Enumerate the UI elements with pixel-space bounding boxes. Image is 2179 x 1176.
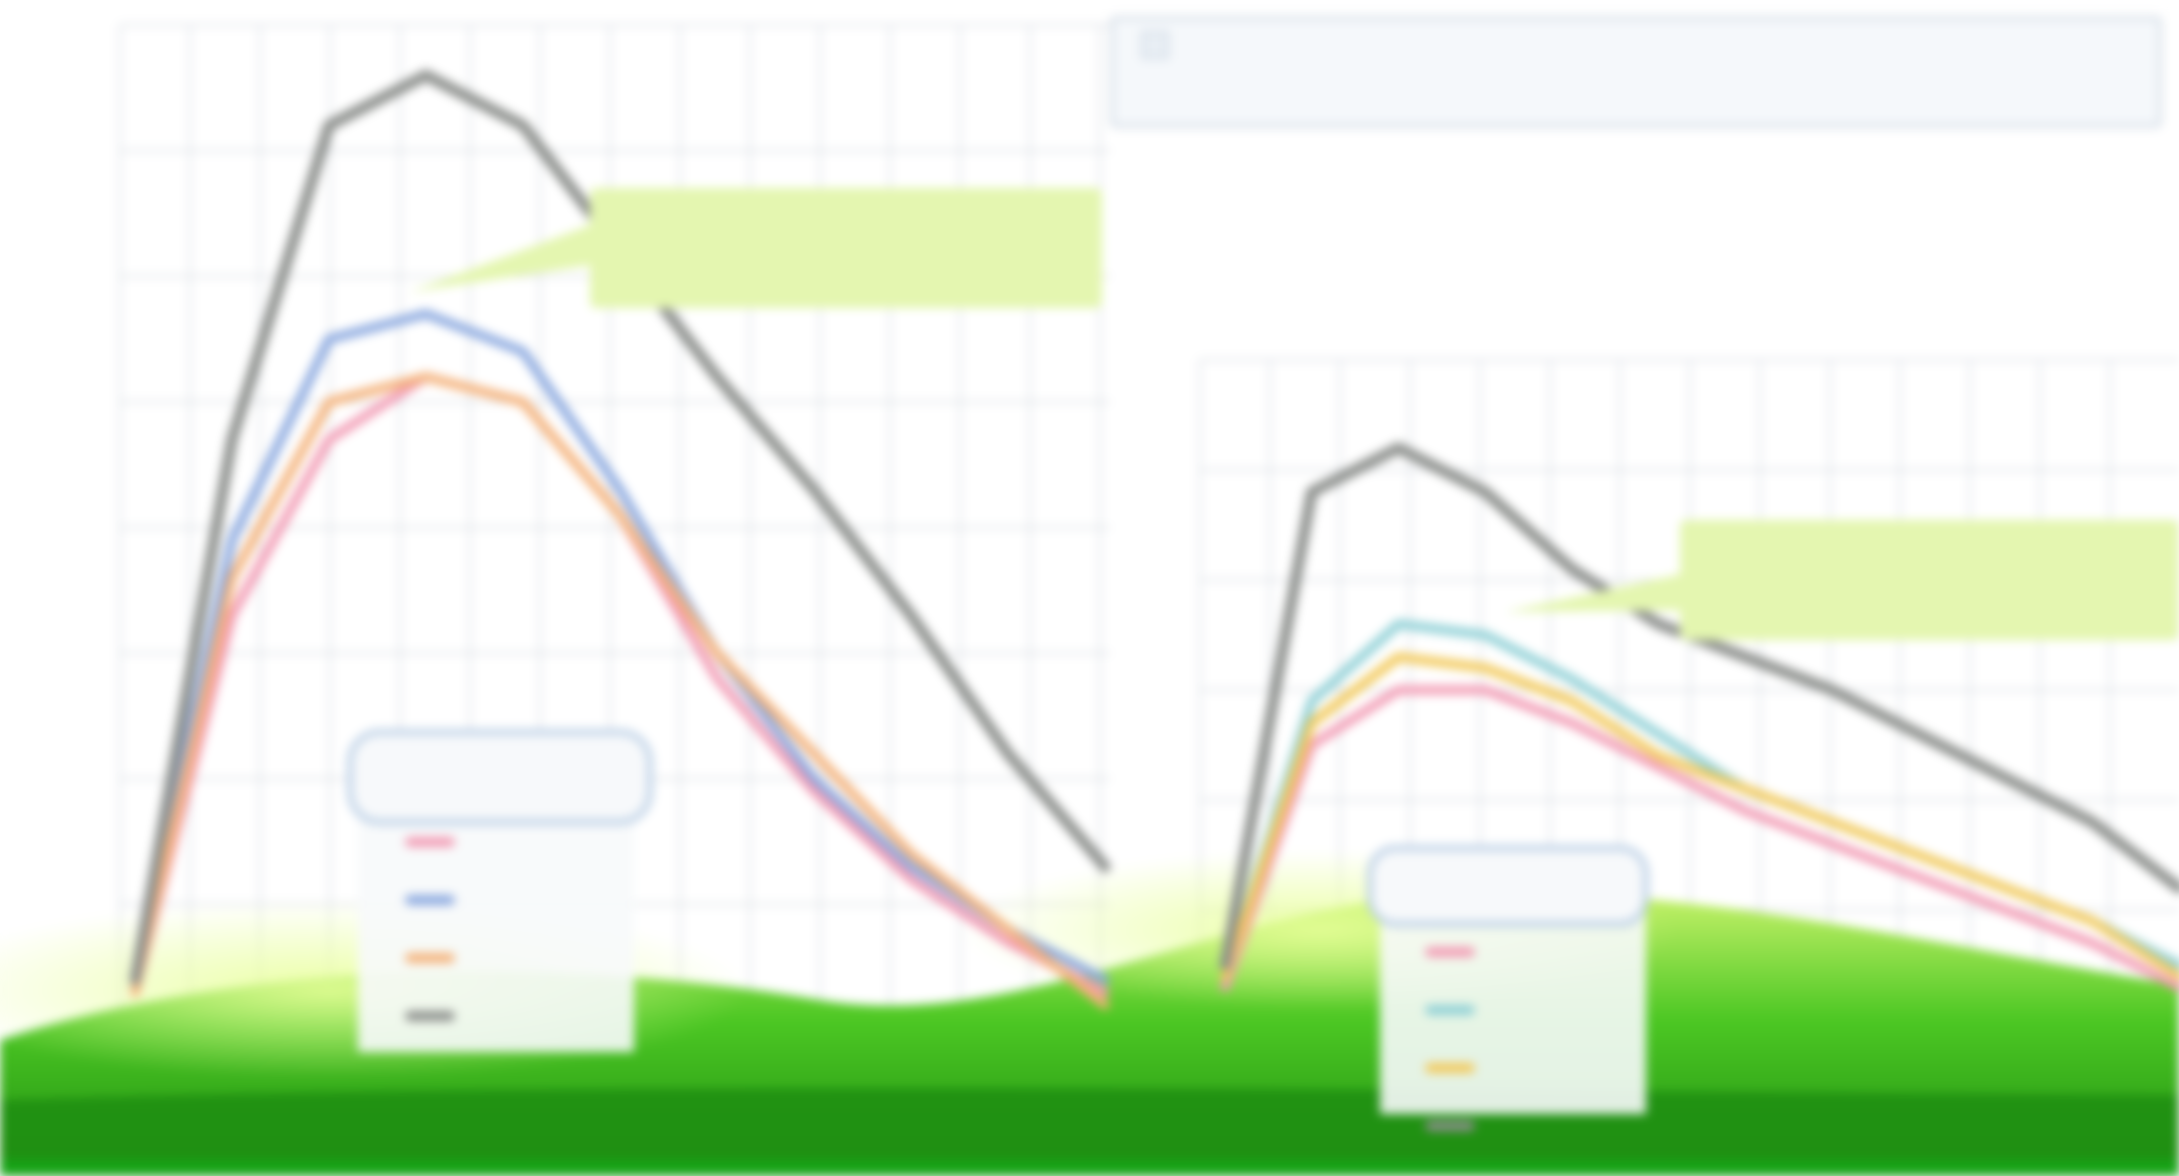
chart-2-legend — [1367, 845, 1649, 1131]
chart-2-series — [1219, 442, 2179, 992]
series-line-4 — [1219, 442, 2179, 971]
chart-1-legend — [347, 729, 653, 1052]
info-box — [1110, 16, 2162, 128]
series-line-2 — [130, 309, 1110, 985]
chart-1-callout — [410, 188, 1102, 308]
series-line-1 — [1220, 685, 2179, 992]
chart-2-callout — [1505, 520, 2179, 640]
series-line-3 — [130, 372, 1110, 1010]
bottom-band — [0, 1160, 2179, 1176]
chart-1-grid — [119, 24, 1110, 1031]
series-line-3 — [1220, 652, 2179, 981]
